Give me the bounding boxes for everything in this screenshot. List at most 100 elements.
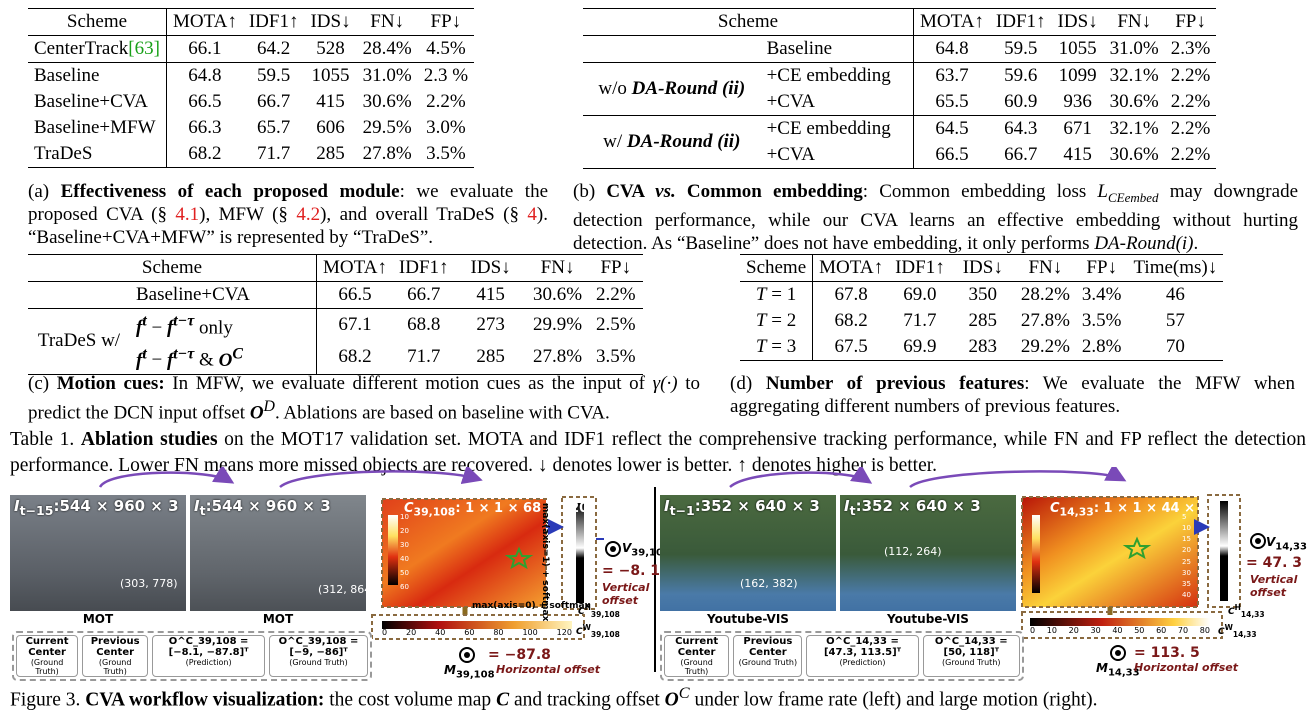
tick-label: 120 — [556, 628, 572, 637]
section-link[interactable]: 4.2 — [296, 204, 321, 225]
cost-volume-label: C39,108: 1 × 1 × 68 × 120 — [404, 501, 588, 519]
argmax-marker-dot — [1255, 538, 1261, 544]
table-b-scheme: +CE embedding — [760, 115, 914, 142]
tick-label: 80 — [1199, 626, 1210, 635]
argmax-marker-dot — [464, 652, 470, 658]
table-cell: 2.2% — [596, 284, 636, 305]
table-cell: 64.8 — [166, 62, 243, 89]
math-var: f — [136, 349, 143, 371]
vertical-strip-box — [561, 496, 597, 610]
table-d-header-scheme: Scheme — [740, 254, 814, 282]
table-cell: 415 — [1051, 142, 1104, 169]
table-cell: 66.7 — [989, 142, 1052, 169]
tick-label: 30 — [1090, 626, 1101, 635]
heatmap-colorbar — [1032, 515, 1040, 593]
math-var: T — [755, 284, 767, 305]
table-cell: 67.1 — [316, 308, 393, 342]
table-cell: 415 — [476, 284, 505, 305]
math-var: O — [218, 349, 233, 371]
table-cell: 66.1 — [188, 38, 222, 59]
horizontal-offset-value: = 113. 5 — [1134, 645, 1200, 661]
table-cell: 1055 — [1058, 38, 1097, 59]
horizontal-strip-box — [1021, 611, 1223, 639]
table-cell: 3.4% — [1081, 284, 1122, 305]
frame-sub: t−1 — [669, 503, 695, 518]
tick-label: 50 — [400, 569, 409, 577]
math-sup: t — [142, 345, 147, 363]
caption-bold: CVA workflow visualization: — [85, 689, 325, 711]
table-cell: 30.6% — [1109, 91, 1159, 112]
table-cell: 528 — [316, 38, 345, 59]
table-cell: 57 — [1165, 310, 1185, 331]
flow-arrow — [279, 467, 483, 489]
table-cell: 67.8 — [834, 284, 868, 305]
table-row: Baseline 64.8 59.5 1055 31.0% 2.3% — [583, 35, 1216, 63]
table-c-scheme: Baseline+CVA — [130, 281, 317, 309]
tick-label: 40 — [435, 628, 446, 637]
flow-arrow — [729, 467, 873, 488]
tick-label: 10 — [400, 513, 409, 521]
point-coordinate: (112, 264) — [884, 545, 942, 558]
section-link[interactable]: 4.1 — [175, 204, 200, 225]
point-coordinate: (303, 778) — [120, 577, 178, 590]
tick-label: 50 — [1134, 626, 1145, 635]
table-cell: 69.0 — [903, 284, 937, 305]
table-cell: 31.0% — [356, 62, 418, 89]
vertical-offset-label: Vertical offset — [1250, 573, 1298, 599]
v-tick-labels: 10 20 30 40 50 60 — [400, 513, 409, 591]
math-var: f — [136, 317, 143, 339]
table-d-header-idf1: IDF1↑ — [889, 254, 951, 282]
caption-text: ), and overall TraDeS (§ — [320, 204, 528, 225]
table-row: Baseline+MFW 66.3 65.7 606 29.5% 3.0% — [28, 115, 474, 141]
v-label: V14,33 — [1266, 535, 1307, 552]
caption-text: to predict the DCN input offset — [28, 373, 701, 424]
math-var: T — [755, 310, 767, 331]
legend-title: O^C_14,33 = [50, 118]ᵀ — [934, 636, 1008, 658]
citation-link[interactable]: [63] — [128, 38, 160, 59]
ch-label: CH39,108 — [578, 603, 620, 619]
legend-title: O^C_39,108 = [−9, −86]ᵀ — [278, 636, 359, 658]
m-sub: 14,33 — [1107, 667, 1140, 679]
table-cell: 64.2 — [257, 38, 291, 59]
frame-dataset: MOT — [10, 611, 186, 627]
table-caption: Table 1. Ablation studies on the MOT17 v… — [10, 427, 1306, 479]
cost-symbol: C — [404, 501, 414, 516]
table-cell: 27.8% — [1020, 310, 1070, 331]
frame-label: It−1:352 × 640 × 3 — [664, 497, 820, 518]
flow-arrow — [98, 467, 235, 488]
table-b-scheme: +CVA — [760, 142, 914, 169]
frame-dims: :544 × 960 × 3 — [53, 497, 179, 515]
offset-sup: C — [678, 684, 690, 702]
tick-label: 10 — [1182, 524, 1191, 533]
tick-label: 40 — [1182, 590, 1191, 599]
legend-previous-center: Previous Center (Ground Truth) — [733, 635, 803, 677]
cw-sup: W — [1224, 623, 1233, 632]
math-op: & — [194, 349, 219, 371]
vertical-strip-box — [1207, 494, 1241, 608]
tick-label: 20 — [1068, 626, 1079, 635]
table-cell: 273 — [454, 308, 527, 342]
table-cell: 66.7 — [407, 284, 441, 305]
table-a-header-ids: IDS↓ — [304, 8, 357, 36]
legend-title: O^C_14,33 = [47.3, 113.5]ᵀ — [823, 636, 901, 658]
caption-c: (c) Motion cues: In MFW, we evaluate dif… — [28, 372, 700, 424]
table-d-header-time: Time(ms)↓ — [1127, 254, 1224, 282]
caption-text: the cost volume map — [324, 689, 497, 711]
caption-text: . Ablations are based on baseline with C… — [274, 402, 610, 424]
table-cell: 71.7 — [242, 141, 305, 168]
motion-cue-1: ft − ft−τ only — [130, 308, 317, 342]
tick-label: 80 — [493, 628, 504, 637]
table-cell: 66.5 — [188, 91, 222, 112]
table-b-header-idf1: IDF1↑ — [989, 8, 1052, 36]
table-cell: 70 — [1127, 334, 1224, 361]
ch-symbol: C — [578, 607, 585, 617]
table-c-header-idf1: IDF1↑ — [392, 254, 455, 282]
frame-dims: :352 × 640 × 3 — [855, 497, 981, 515]
v-sub: 14,33 — [1275, 541, 1307, 553]
section-link[interactable]: 4 — [527, 204, 537, 225]
math-var: T — [755, 336, 767, 357]
frame-dataset: Youtube-VIS — [840, 611, 1016, 627]
table-row: T = 1 67.8 69.0 350 28.2% 3.4% 46 — [740, 281, 1223, 308]
frame-label: It−15:544 × 960 × 3 — [14, 497, 179, 518]
group-prefix: w/ — [603, 131, 623, 152]
